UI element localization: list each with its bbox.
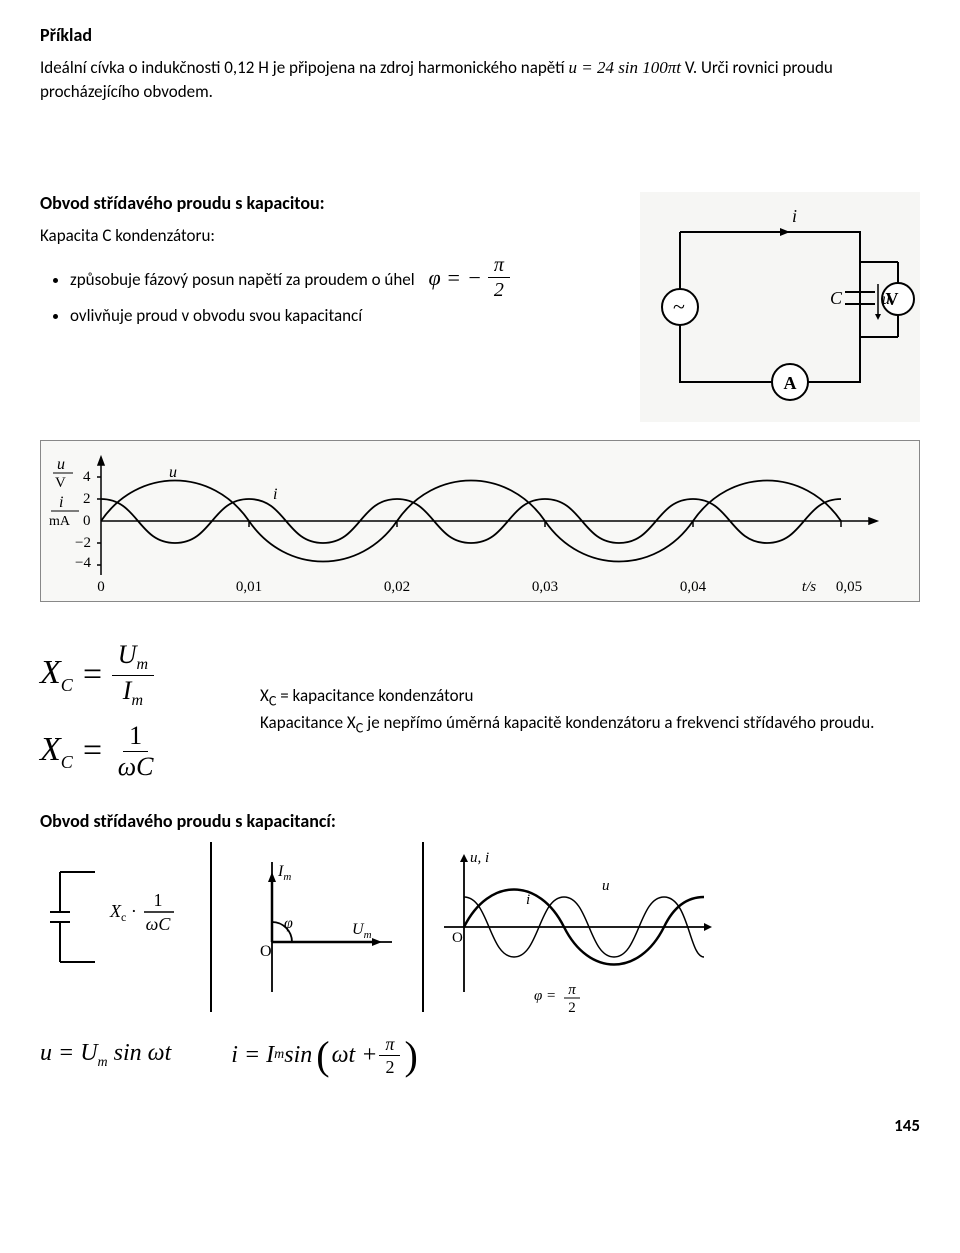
bullets-header: Kapacita C kondenzátoru:	[40, 224, 620, 248]
fe2-lparen: (	[316, 1032, 329, 1079]
fe1-a: u = U	[40, 1040, 98, 1066]
wave-xtick-1: 0,01	[236, 579, 262, 595]
circuit-i-label: i	[792, 206, 797, 226]
fe1-m: m	[98, 1055, 108, 1070]
wave-ytick-2: 2	[83, 491, 91, 507]
bullet-1-text: způsobuje fázový posun napětí za proudem…	[70, 269, 415, 290]
xc1-Im: m	[131, 692, 143, 709]
title-priklad: Příklad	[40, 24, 920, 46]
wave-xtick-4: 0,04	[680, 579, 707, 595]
circuit-diagram: ~ i C u V A	[640, 192, 920, 422]
fe2-num: π	[379, 1035, 400, 1056]
title-capacitor-circuit: Obvod střídavého proudu s kapacitou:	[40, 192, 620, 214]
wave-y-i: i	[59, 494, 63, 511]
circuit-c-label: C	[830, 288, 843, 308]
t3-phi-num: π	[568, 982, 576, 998]
xc2-eq: =	[81, 732, 104, 770]
phi-minus: −	[467, 260, 482, 295]
wave-xlabel: t/s	[802, 579, 816, 595]
xc1-eq: =	[81, 656, 104, 694]
wave-ytick-n2: −2	[75, 535, 91, 551]
wave-ytick-n4: −4	[75, 555, 91, 571]
wave-y-u: u	[57, 456, 65, 473]
wave-xtick-3: 0,03	[532, 579, 558, 595]
t1-num: 1	[154, 890, 163, 910]
xc-t2-a: Kapacitance X	[260, 712, 356, 733]
bullet-1: způsobuje fázový posun napětí za proudem…	[70, 255, 620, 300]
fe2-b: sin	[284, 1042, 312, 1069]
xc-t1-X: X	[260, 685, 269, 706]
wave-y-uV: V	[55, 475, 66, 491]
fe2-a: i = I	[231, 1042, 274, 1069]
xc2-den: ωC	[112, 752, 160, 780]
xc1-Um: m	[137, 656, 149, 673]
t3-u: u	[602, 878, 610, 894]
t3-phi-den: 2	[568, 1000, 576, 1012]
xc2-X: X	[40, 731, 61, 768]
svg-text:Im: Im	[277, 863, 291, 883]
fe2-den: 2	[379, 1056, 400, 1076]
title-capacitance: Obvod střídavého proudu s kapacitancí:	[40, 810, 920, 832]
xc1-U: U	[118, 640, 137, 669]
t3-O: O	[452, 930, 463, 946]
bullet-2: ovlivňuje proud v obvodu svou kapacitanc…	[70, 302, 620, 329]
xc-eq-1: XC = Um Im	[40, 642, 220, 709]
final-equations: u = Um sin ωt i = Im sin ( ωt + π 2 )	[40, 1032, 920, 1079]
phi-lhs: φ =	[429, 260, 462, 295]
triptych-panel-3: u, i u i O φ = π 2	[424, 842, 724, 1012]
bullet-list: způsobuje fázový posun napětí za proudem…	[70, 255, 620, 329]
wave-ytick-0: 0	[83, 513, 91, 529]
triptych-panel-2: Im Um φ O	[212, 842, 422, 1012]
t3-phi-lhs: φ =	[534, 988, 556, 1004]
t3-ui: u, i	[470, 850, 489, 866]
intro-para: Ideální cívka o indukčnosti 0,12 H je př…	[40, 56, 920, 104]
xc-equations-row: XC = Um Im XC = 1 ωC XC = kapacitance ko…	[40, 642, 920, 780]
wave-label-u: u	[169, 464, 177, 481]
xc-t2-b: je nepřímo úměrná kapacitě kondenzátoru …	[363, 712, 874, 733]
t2-m: m	[283, 871, 291, 883]
xc-explanation: XC = kapacitance kondenzátoru Kapacitanc…	[260, 684, 920, 738]
final-eq-1: u = Um sin ωt	[40, 1040, 171, 1071]
fe1-rest: sin ωt	[108, 1040, 172, 1066]
svg-text:Um: Um	[352, 921, 372, 941]
intro-equation: u = 24 sin 100πt	[568, 58, 681, 77]
fe2-arg: ωt +	[332, 1042, 378, 1069]
t2-O: O	[260, 943, 272, 960]
wave-label-i: i	[273, 486, 277, 503]
xc1-X: X	[40, 654, 61, 691]
phi-num: π	[488, 255, 510, 278]
t2-phi: φ	[284, 915, 293, 932]
xc-eq-2: XC = 1 ωC	[40, 723, 220, 780]
t1-den: ωC	[146, 914, 172, 934]
wave-xtick-5: 0,05	[836, 579, 862, 595]
wave-xtick-2: 0,02	[384, 579, 410, 595]
intro-text-a: Ideální cívka o indukčnosti 0,12 H je př…	[40, 57, 568, 78]
fe2-m: m	[274, 1047, 284, 1063]
circuit-source-label: ~	[673, 294, 685, 319]
wave-ytick-4: 4	[83, 469, 91, 485]
phi-den: 2	[488, 278, 510, 300]
xc-t1-rest: = kapacitance kondenzátoru	[276, 685, 473, 706]
xc1-C: C	[61, 675, 73, 695]
wave-y-mA: mA	[49, 514, 71, 529]
circuit-v-label: V	[886, 289, 899, 309]
xc2-num: 1	[123, 723, 148, 752]
triptych-panel-1: Xc · 1 ωC	[40, 842, 210, 1012]
xc2-C: C	[61, 751, 73, 771]
circuit-a-label: A	[784, 373, 797, 393]
wave-xtick-0: 0	[97, 579, 105, 595]
capacitor-section-row: Obvod střídavého proudu s kapacitou: Kap…	[40, 192, 920, 422]
waveform-plot: u V i mA 4 2 0 −2 −4 0 0,01 0,02 0,03 0,…	[49, 447, 889, 597]
svg-text:Xc ·: Xc ·	[109, 901, 137, 924]
triptych: Xc · 1 ωC Im Um φ O	[40, 842, 920, 1012]
t2-m2: m	[364, 929, 372, 941]
page-number: 145	[40, 1115, 920, 1136]
waveform-container: u V i mA 4 2 0 −2 −4 0 0,01 0,02 0,03 0,…	[40, 440, 920, 602]
final-eq-2: i = Im sin ( ωt + π 2 )	[231, 1032, 418, 1079]
t3-i: i	[526, 892, 530, 908]
fe2-rparen: )	[404, 1032, 417, 1079]
